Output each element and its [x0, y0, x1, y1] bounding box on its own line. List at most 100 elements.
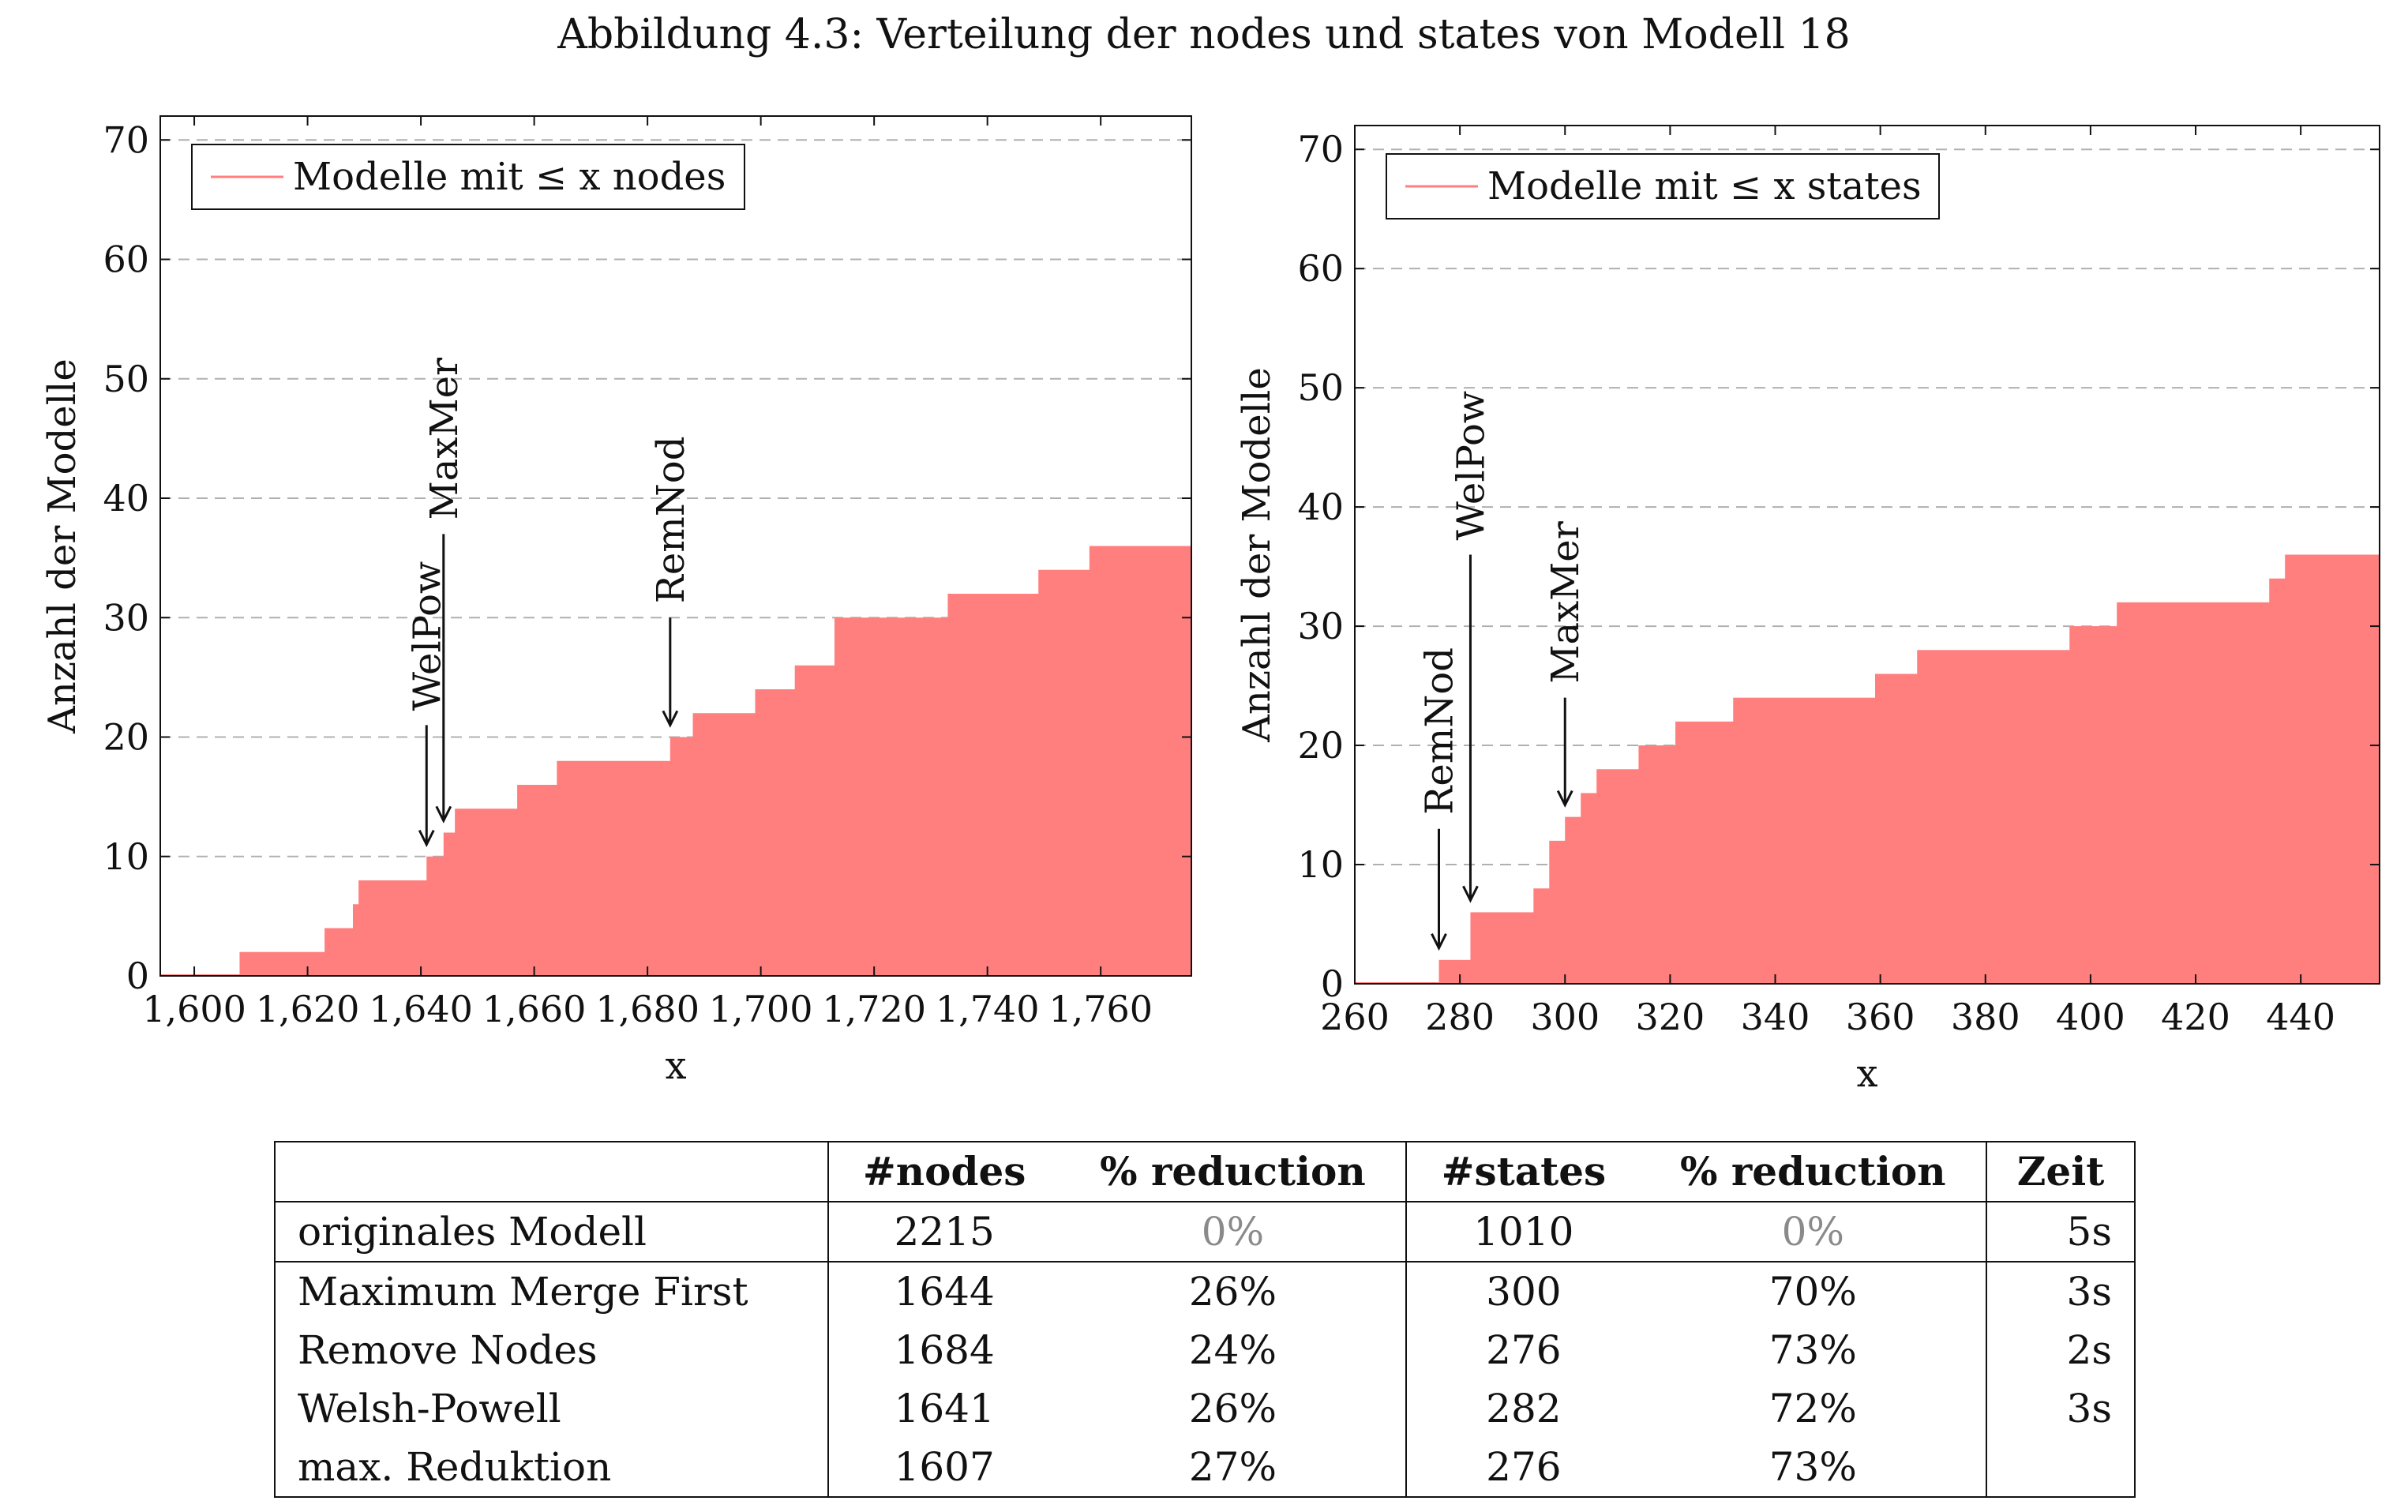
table-cell-time: 5s — [1986, 1202, 2135, 1263]
y-axis-label: Anzahl der Modelle — [1235, 367, 1279, 743]
x-tick-label: 1,720 — [822, 988, 926, 1030]
y-tick-label: 40 — [1297, 486, 1344, 528]
step-bar — [1533, 888, 1550, 984]
y-tick-label: 70 — [1297, 128, 1344, 171]
x-tick-label: 1,680 — [595, 988, 700, 1030]
table-cell-nodes: 1607 — [894, 1444, 995, 1490]
table-cell-states: 282 — [1486, 1386, 1562, 1431]
plot-frame — [1354, 125, 2380, 985]
annotation-label: RemNod — [1418, 647, 1462, 815]
legend-label: Modelle mit ≤ x nodes — [293, 155, 726, 199]
step-bar — [2269, 578, 2286, 984]
table-cell-nodes: 2215 — [827, 1202, 1060, 1263]
table-row: Remove Nodes 1684 24% 276 73% 2s — [275, 1321, 2135, 1379]
x-tick-label: 280 — [1425, 996, 1495, 1038]
step-bar — [794, 665, 835, 976]
table-cell-nodes-reduction: 27% — [1060, 1438, 1408, 1497]
annotation-label: WelPow — [405, 561, 449, 711]
y-tick-label: 60 — [103, 238, 149, 281]
step-bar — [426, 856, 444, 976]
x-tick-label: 1,640 — [369, 988, 473, 1030]
table-cell-method: Remove Nodes — [275, 1321, 829, 1379]
nodes-distribution-chart: 0 10 20 30 40 50 60 70 1,600 1,620 1,640 1,660 1,680… — [40, 115, 1192, 1088]
step-bar — [1089, 546, 1192, 976]
table-cell-nodes-reduction: 26% — [1060, 1262, 1408, 1321]
step-bar — [517, 785, 557, 976]
step-bar — [1596, 769, 1640, 984]
table-row: max. Reduktion 1607 27% 276 73% — [275, 1438, 2135, 1497]
x-tick-label: 1,660 — [482, 988, 587, 1030]
y-tick-label: 10 — [1297, 843, 1344, 886]
table-header-states-reduction: % reduction — [1640, 1142, 1988, 1202]
table-cell-nodes: 1684 — [894, 1327, 995, 1373]
annotation-label: WelPow — [1449, 391, 1493, 541]
y-tick-label: 50 — [1297, 366, 1344, 409]
table-cell-time: 2s — [2066, 1327, 2112, 1373]
legend-box — [1386, 153, 1940, 219]
y-tick-label: 40 — [103, 477, 149, 520]
step-bar — [1438, 959, 1472, 984]
y-tick-label: 30 — [103, 596, 149, 639]
step-bar — [557, 760, 671, 976]
step-bar — [1038, 569, 1090, 976]
legend-box — [191, 144, 745, 210]
x-tick-label: 340 — [1741, 996, 1810, 1038]
x-tick-label: 300 — [1530, 996, 1600, 1038]
annotation-label: MaxMer — [422, 358, 467, 520]
figure-title: Abbildung 4.3: Verteilung der nodes und … — [557, 11, 1851, 58]
step-bar — [443, 832, 456, 976]
table-cell-time: 3s — [2066, 1386, 2112, 1431]
step-bar — [2117, 602, 2270, 984]
table-cell-nodes-reduction: 26% — [1060, 1379, 1408, 1438]
table-cell-states: 276 — [1486, 1327, 1562, 1373]
step-bar — [455, 809, 518, 976]
annotation-arrowhead — [1556, 790, 1573, 808]
y-tick-label: 50 — [103, 358, 149, 400]
table-cell-nodes-reduction: 0% — [1060, 1202, 1408, 1263]
table-cell-method: max. Reduktion — [275, 1438, 829, 1497]
table-cell-nodes-reduction: 24% — [1060, 1321, 1408, 1379]
table-cell-states-reduction: 0% — [1640, 1202, 1988, 1263]
table-row: Welsh-Powell 1641 26% 282 72% 3s — [275, 1379, 2135, 1438]
x-tick-label: 1,700 — [709, 988, 813, 1030]
annotation-arrowhead — [435, 805, 452, 824]
table-cell-method: Welsh-Powell — [275, 1379, 829, 1438]
annotation-arrowhead — [1431, 933, 1447, 951]
table-cell-states-reduction: 73% — [1640, 1438, 1988, 1497]
step-bar — [239, 951, 325, 976]
step-bar — [1470, 912, 1534, 984]
table-cell-method: Maximum Merge First — [275, 1262, 829, 1321]
step-bar — [1638, 745, 1676, 984]
table-header-blank — [275, 1142, 829, 1202]
step-bar — [1675, 721, 1734, 984]
x-tick-label: 1,760 — [1048, 988, 1153, 1030]
step-bar — [1733, 697, 1876, 984]
table-cell-states-reduction: 72% — [1640, 1379, 1988, 1438]
y-axis-label: Anzahl der Modelle — [40, 358, 84, 734]
table-cell-nodes: 1644 — [894, 1269, 995, 1315]
step-bar — [352, 904, 359, 976]
step-bar — [324, 928, 354, 976]
x-tick-label: 360 — [1846, 996, 1915, 1038]
y-tick-label: 10 — [103, 835, 149, 878]
annotation-arrowhead — [662, 710, 679, 728]
x-tick-label: 320 — [1635, 996, 1705, 1038]
step-bar — [1565, 816, 1581, 984]
x-tick-label: 260 — [1320, 996, 1390, 1038]
annotation-label: RemNod — [649, 437, 693, 604]
table-cell-states-reduction: 73% — [1640, 1321, 1988, 1379]
table-row: Maximum Merge First 1644 26% 300 70% 3s — [275, 1262, 2135, 1321]
x-tick-label: 1,620 — [256, 988, 360, 1030]
x-tick-label: 440 — [2266, 996, 2335, 1038]
y-tick-label: 20 — [103, 716, 149, 759]
table-cell-nodes: 1641 — [894, 1386, 995, 1431]
step-bar — [755, 689, 796, 976]
step-bar — [2069, 626, 2117, 984]
step-bar — [834, 617, 949, 976]
x-tick-label: 1,740 — [936, 988, 1040, 1030]
table-cell-states-reduction: 70% — [1640, 1262, 1988, 1321]
plot-frame — [159, 115, 1192, 977]
table-cell-time — [1986, 1438, 2135, 1497]
table-header-nodes-reduction: % reduction — [1060, 1142, 1408, 1202]
step-bar — [358, 880, 427, 976]
